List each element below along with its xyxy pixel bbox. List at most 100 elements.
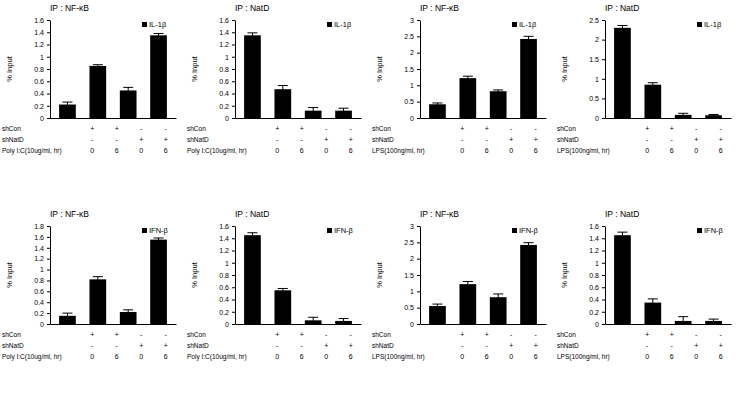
table-cell: - <box>486 342 489 349</box>
table-row-label: shNatD <box>557 136 579 143</box>
table-cell: 0 <box>324 147 328 154</box>
y-axis-line <box>235 227 236 325</box>
plot-marks <box>429 243 537 324</box>
y-tick-mark <box>47 118 50 119</box>
y-axis: 00.20.40.60.811.21.41.61.8 <box>34 223 50 328</box>
table-cell: - <box>276 342 279 349</box>
error-bar <box>709 319 719 323</box>
y-axis-title: % Input <box>560 55 569 81</box>
table-cell: - <box>461 136 464 143</box>
table-cell: 0 <box>645 147 649 154</box>
bar <box>490 91 507 118</box>
y-axis-line <box>235 21 236 119</box>
y-tick: 1.4 <box>34 245 50 252</box>
y-tick-label: 0 <box>410 321 414 328</box>
title: IP : NatD <box>605 209 639 219</box>
legend-swatch <box>327 22 332 27</box>
y-tick: 3 <box>410 17 420 24</box>
y-tick-mark <box>602 98 605 99</box>
error-bar <box>678 113 688 116</box>
table-row-label: shCon <box>2 331 21 338</box>
error-bar <box>524 36 534 41</box>
table-cell: - <box>116 342 119 349</box>
y-tick: 1 <box>595 259 605 266</box>
y-tick-label: 0.6 <box>34 288 44 295</box>
table-cell: 6 <box>115 353 119 360</box>
y-tick-label: 3 <box>410 17 414 24</box>
y-tick-label: 0.6 <box>589 284 599 291</box>
error-bar <box>247 233 257 238</box>
y-tick: 0 <box>595 321 605 328</box>
y-tick-mark <box>602 59 605 60</box>
table-cell: + <box>139 136 143 143</box>
table-cell: + <box>349 136 353 143</box>
table-cell: - <box>325 331 328 338</box>
legend-swatch <box>512 22 517 27</box>
y-tick: 2 <box>410 49 420 56</box>
condition-table: shCon++--shNatD--++LPS(100ng/ml, hr)0606 <box>557 125 723 155</box>
y-tick: 0.2 <box>34 310 50 317</box>
y-tick-mark <box>232 324 235 325</box>
table-cell: 6 <box>719 147 723 154</box>
table-cell: - <box>140 125 143 132</box>
y-axis-line <box>605 21 606 119</box>
x-axis <box>51 118 177 119</box>
table-cell: - <box>276 136 279 143</box>
y-tick: 0.2 <box>589 308 605 315</box>
y-tick: 1.8 <box>34 223 50 230</box>
y-tick: 0 <box>410 115 420 122</box>
y-tick-label: 1.6 <box>219 223 229 230</box>
y-tick-label: 1.6 <box>34 17 44 24</box>
bar <box>120 90 137 118</box>
table-row-label: shNatD <box>187 136 209 143</box>
y-tick-mark <box>47 324 50 325</box>
table-cell: + <box>645 125 649 132</box>
y-tick: 0.5 <box>589 95 605 102</box>
y-tick-mark <box>47 313 50 314</box>
error-bar <box>154 238 164 241</box>
table-cell: + <box>509 136 513 143</box>
title: IP : NF-κB <box>420 3 459 13</box>
table-cell: 6 <box>349 147 353 154</box>
y-tick-mark <box>47 280 50 281</box>
y-tick-mark <box>602 118 605 119</box>
y-tick-label: 1 <box>225 53 229 60</box>
y-tick: 0.6 <box>219 78 235 85</box>
table-row-label: LPS(100ng/ml, hr) <box>557 353 610 361</box>
y-tick-label: 1.4 <box>589 235 599 242</box>
x-axis <box>236 118 362 119</box>
y-tick: 1.5 <box>589 56 605 63</box>
y-tick-mark <box>47 270 50 271</box>
y-tick-mark <box>602 251 605 252</box>
y-tick-label: 0 <box>40 321 44 328</box>
y-tick-mark <box>232 45 235 46</box>
y-tick-label: 1.2 <box>34 41 44 48</box>
y-tick-label: 2.5 <box>589 17 599 24</box>
y-tick-label: 1.6 <box>34 234 44 241</box>
table-cell: - <box>535 331 538 338</box>
y-tick-label: 0 <box>595 115 599 122</box>
error-bar <box>62 102 72 107</box>
table-cell: 0 <box>509 353 513 360</box>
y-tick: 0.6 <box>589 284 605 291</box>
y-tick-label: 0.6 <box>219 284 229 291</box>
y-axis-title: % Input <box>5 55 14 81</box>
table-cell: + <box>90 125 94 132</box>
table-cell: + <box>115 331 119 338</box>
table-row-label: shCon <box>372 125 391 132</box>
bar <box>150 240 167 324</box>
y-tick-label: 1 <box>595 76 599 83</box>
y-tick-mark <box>417 102 420 103</box>
x-axis-line <box>606 118 732 119</box>
legend-swatch <box>697 228 702 233</box>
y-tick-label: 2 <box>595 36 599 43</box>
table-cell: - <box>646 342 649 349</box>
x-axis-line <box>236 324 362 325</box>
error-bar <box>339 108 349 113</box>
y-tick: 1.2 <box>34 255 50 262</box>
table-cell: + <box>485 125 489 132</box>
title: IP : NatD <box>235 209 269 219</box>
y-axis-title: % Input <box>560 261 569 287</box>
y-tick: 0.4 <box>34 299 50 306</box>
table-cell: - <box>325 125 328 132</box>
